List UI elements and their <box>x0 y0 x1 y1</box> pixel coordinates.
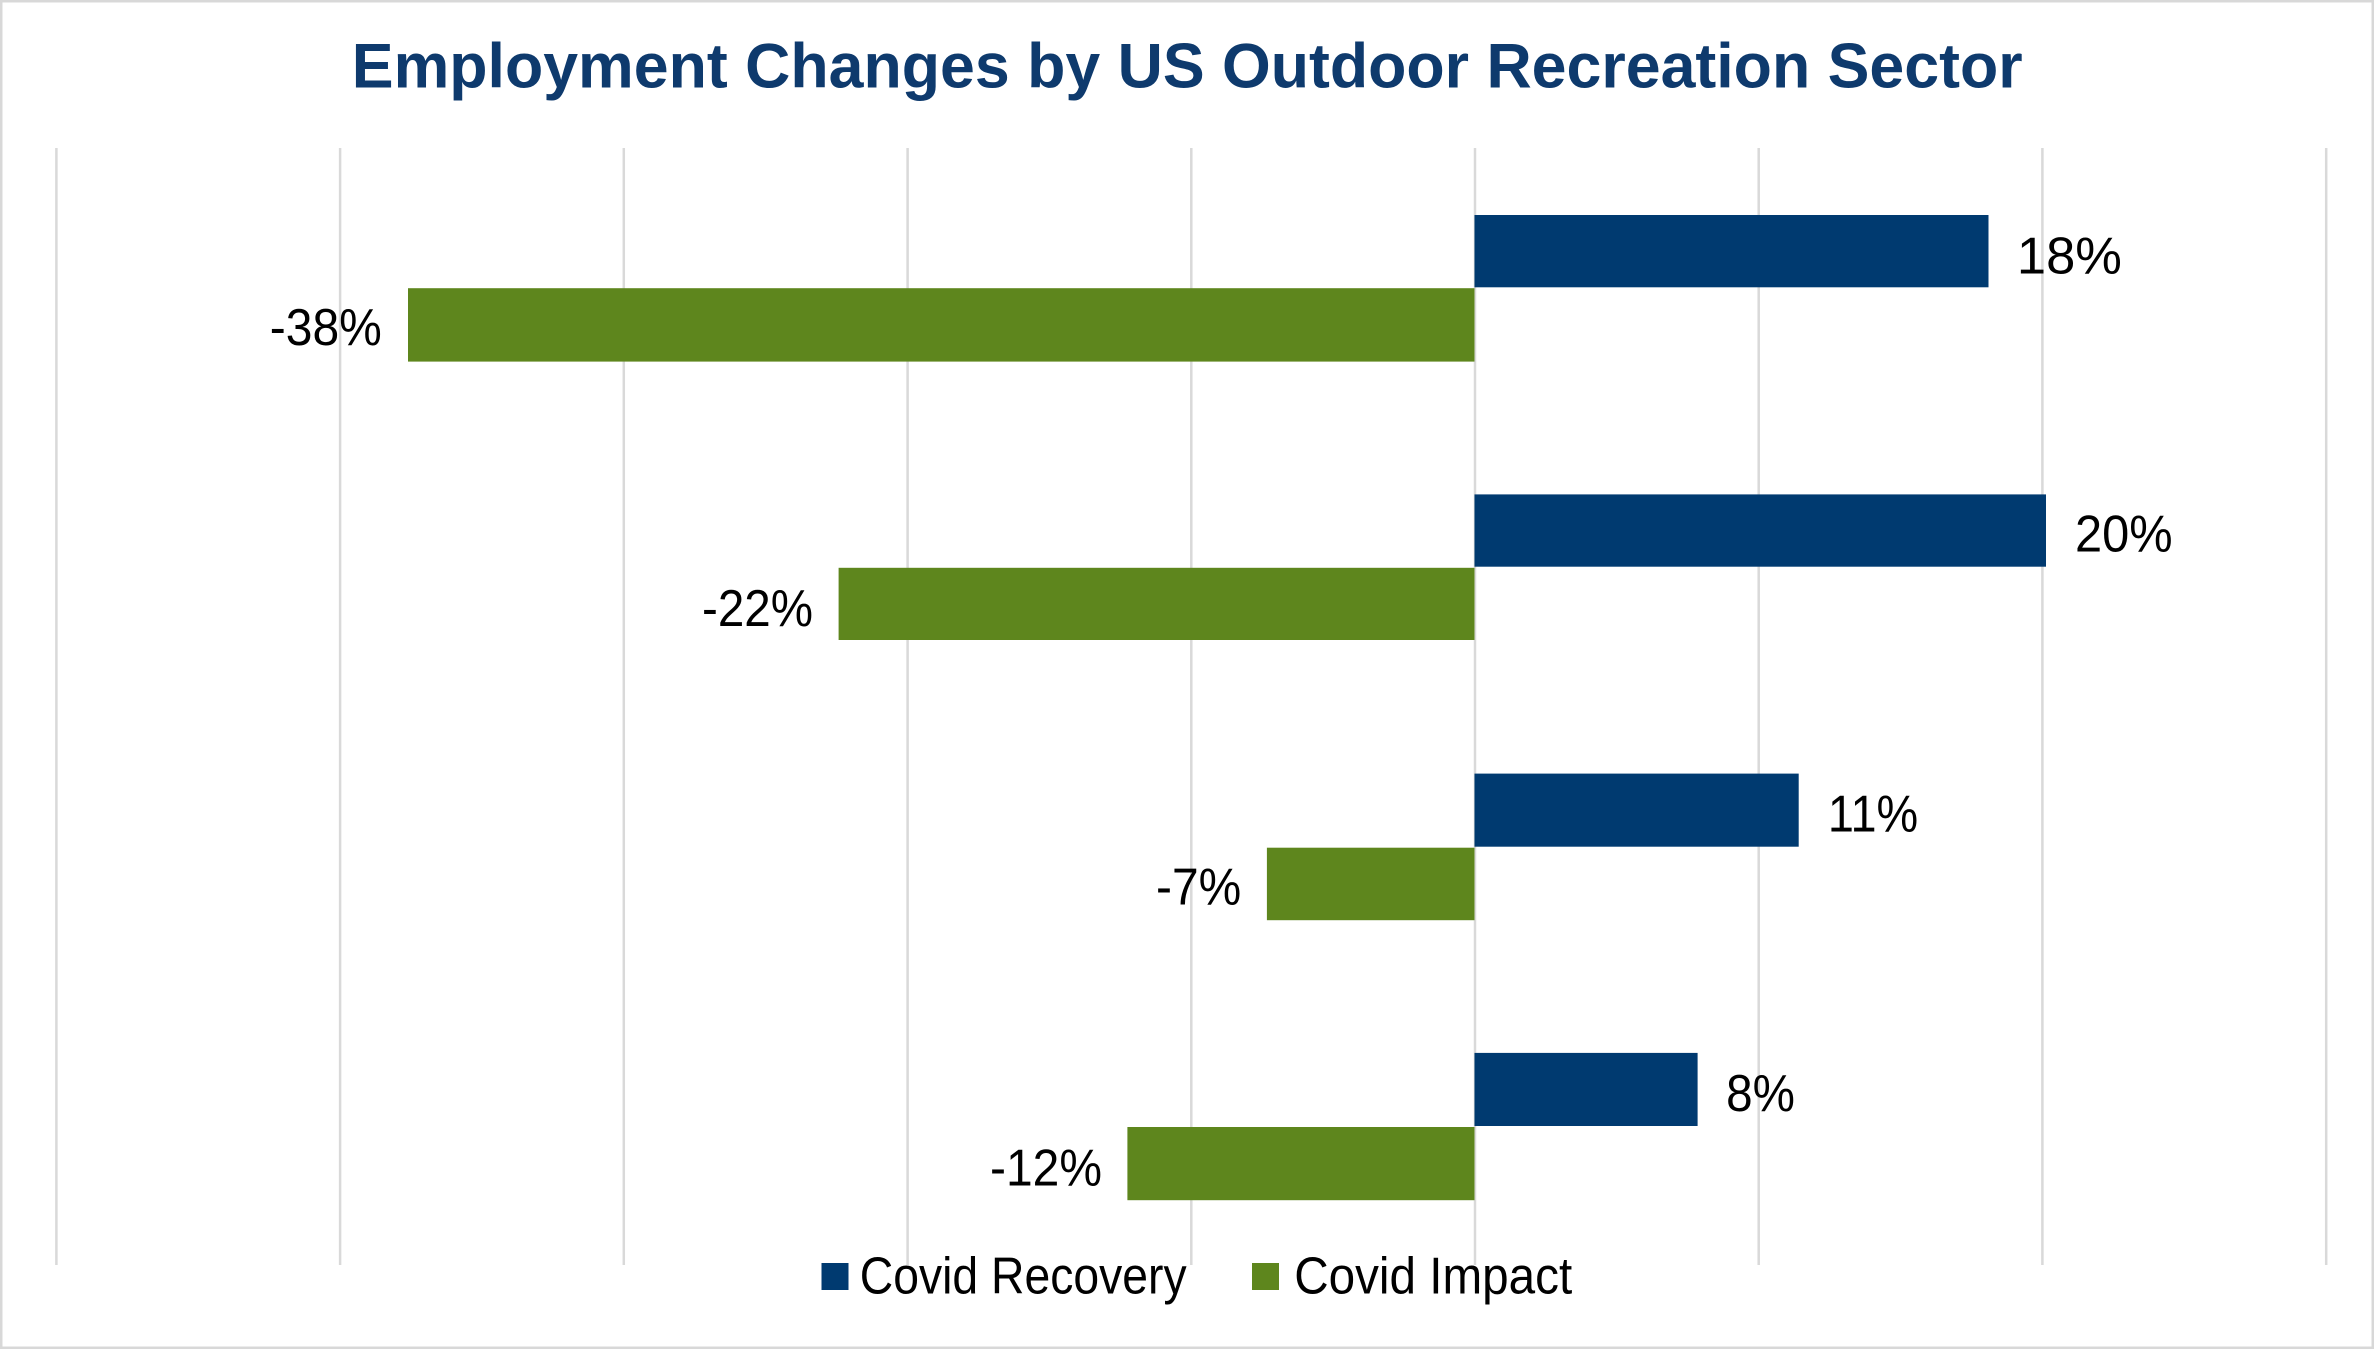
svg-text:20%: 20% <box>2075 504 2173 562</box>
svg-text:8%: 8% <box>1726 1064 1795 1122</box>
svg-text:18%: 18% <box>2017 226 2122 284</box>
svg-text:-22%: -22% <box>702 579 813 637</box>
svg-text:-12%: -12% <box>990 1139 1102 1197</box>
svg-text:Covid Recovery: Covid Recovery <box>860 1247 1187 1305</box>
svg-text:-7%: -7% <box>1156 858 1241 916</box>
svg-text:11%: 11% <box>1828 785 1918 843</box>
svg-text:-38%: -38% <box>270 298 382 356</box>
svg-text:Employment Changes by US Outdo: Employment Changes by US Outdoor Recreat… <box>352 32 2023 102</box>
svg-text:Covid Impact: Covid Impact <box>1294 1247 1572 1305</box>
